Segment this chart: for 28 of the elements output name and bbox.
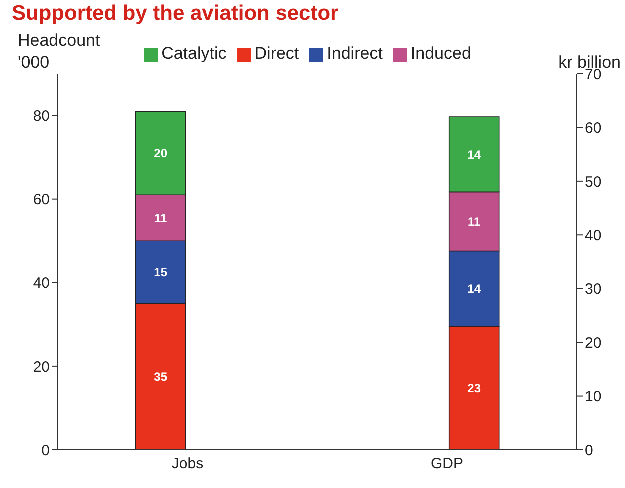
data-label: 23 [468, 381, 482, 396]
data-label: 14 [468, 148, 482, 162]
y-tick-label: 0 [42, 442, 50, 460]
x-tick-label: GDP [430, 456, 464, 473]
y-tick-label: 60 [33, 192, 50, 209]
y-tick-label: 80 [33, 108, 50, 126]
legend-label: Direct [254, 44, 300, 63]
y-axis-title: Headcount '000 [18, 30, 100, 74]
y2-tick-label: 10 [585, 388, 602, 406]
y2-tick-label: 60 [585, 120, 602, 138]
y2-tick-label: 30 [585, 281, 602, 298]
y-tick-label: 40 [33, 275, 50, 292]
data-label: 11 [468, 214, 482, 229]
legend-label: Catalytic [162, 44, 227, 63]
y2-tick-label: 0 [585, 442, 594, 460]
legend-label: Induced [410, 44, 472, 63]
y2-tick-label: 20 [585, 334, 602, 352]
data-label: 35 [154, 370, 168, 384]
chart-title: Supported by the aviation sector [12, 2, 339, 26]
y2-tick-label: 50 [585, 174, 602, 191]
y2-tick-label: 40 [585, 227, 602, 244]
legend-label: Indirect [327, 44, 383, 63]
y-tick-label: 20 [33, 358, 50, 376]
x-tick-label: Jobs [172, 456, 204, 473]
data-label: 11 [154, 211, 168, 226]
data-label: 20 [154, 146, 168, 161]
data-label: 15 [154, 266, 168, 280]
data-label: 14 [468, 282, 482, 296]
